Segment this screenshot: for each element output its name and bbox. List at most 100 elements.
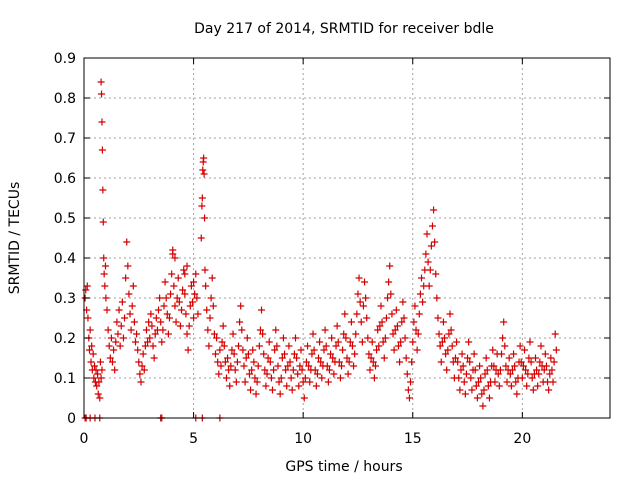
data-point <box>132 338 140 346</box>
data-point <box>97 78 105 86</box>
data-point <box>356 298 364 306</box>
data-point <box>146 334 154 342</box>
data-point <box>300 394 308 402</box>
data-point <box>287 374 295 382</box>
data-point <box>212 350 219 358</box>
axis-ticks <box>83 57 610 419</box>
data-point <box>297 346 305 354</box>
data-point <box>130 318 138 326</box>
data-point <box>98 146 106 154</box>
data-point <box>174 274 182 282</box>
data-point <box>323 362 331 370</box>
data-point <box>256 326 264 334</box>
data-point <box>225 366 233 374</box>
data-point <box>373 346 381 354</box>
data-point <box>412 326 420 334</box>
data-point <box>416 290 424 298</box>
data-point <box>411 302 419 310</box>
data-point <box>272 326 280 334</box>
data-point <box>115 306 123 314</box>
data-point <box>377 302 385 310</box>
data-point <box>551 330 559 338</box>
data-point <box>430 206 438 214</box>
data-point <box>232 378 240 386</box>
data-point <box>332 342 340 350</box>
data-point <box>308 350 316 358</box>
data-point <box>113 318 121 326</box>
data-point <box>133 330 141 338</box>
data-point <box>462 370 470 378</box>
data-point <box>122 274 130 282</box>
data-point <box>367 354 375 362</box>
data-point <box>348 342 356 350</box>
data-point <box>441 334 449 342</box>
data-point <box>152 314 160 322</box>
data-point <box>418 274 426 282</box>
data-point <box>321 326 329 334</box>
data-point <box>140 366 148 374</box>
data-point <box>512 378 520 386</box>
data-point <box>253 378 261 386</box>
data-point <box>403 370 411 378</box>
data-point <box>347 318 355 326</box>
data-point <box>118 298 126 306</box>
data-point <box>190 314 198 322</box>
data-point <box>116 342 124 350</box>
data-point <box>101 282 109 290</box>
data-point <box>276 390 284 398</box>
y-tick-label: 0 <box>67 411 76 427</box>
data-point <box>279 334 287 342</box>
data-point <box>413 346 421 354</box>
data-point <box>439 318 447 326</box>
data-point <box>346 338 354 346</box>
data-point <box>249 346 257 354</box>
data-point <box>221 358 229 366</box>
data-point <box>107 334 115 342</box>
data-point <box>451 354 459 362</box>
data-point <box>364 334 372 342</box>
y-tick-label: 0.7 <box>54 131 76 147</box>
data-point <box>459 362 467 370</box>
data-point <box>163 310 171 318</box>
data-point <box>82 286 90 294</box>
data-point <box>435 330 443 338</box>
data-point <box>142 326 150 334</box>
data-point <box>167 290 175 298</box>
data-point <box>465 338 473 346</box>
data-point <box>151 330 159 338</box>
data-point <box>477 374 485 382</box>
data-point <box>260 350 268 358</box>
data-point <box>398 318 406 326</box>
data-point <box>358 338 366 346</box>
data-point <box>325 366 333 374</box>
data-point <box>479 402 487 410</box>
data-point <box>475 378 482 386</box>
data-point <box>341 310 349 318</box>
data-point <box>84 314 92 322</box>
data-point <box>241 378 249 386</box>
data-point <box>274 362 282 370</box>
data-point <box>550 358 558 366</box>
data-point <box>268 386 276 394</box>
data-point <box>446 310 454 318</box>
data-point <box>309 330 317 338</box>
data-point <box>456 386 464 394</box>
data-point <box>431 238 439 246</box>
data-point <box>158 338 166 346</box>
data-point <box>155 306 163 314</box>
data-point <box>330 370 338 378</box>
data-point <box>85 346 93 354</box>
data-point <box>217 362 225 370</box>
data-point <box>299 378 307 386</box>
data-point <box>401 334 409 342</box>
data-point <box>516 342 524 350</box>
y-tick-label: 0.8 <box>54 91 76 107</box>
data-point <box>283 382 291 390</box>
data-point <box>445 330 453 338</box>
data-point <box>102 294 110 302</box>
data-point <box>423 230 431 238</box>
data-point <box>355 274 363 282</box>
data-point <box>202 282 210 290</box>
data-point <box>523 382 531 390</box>
